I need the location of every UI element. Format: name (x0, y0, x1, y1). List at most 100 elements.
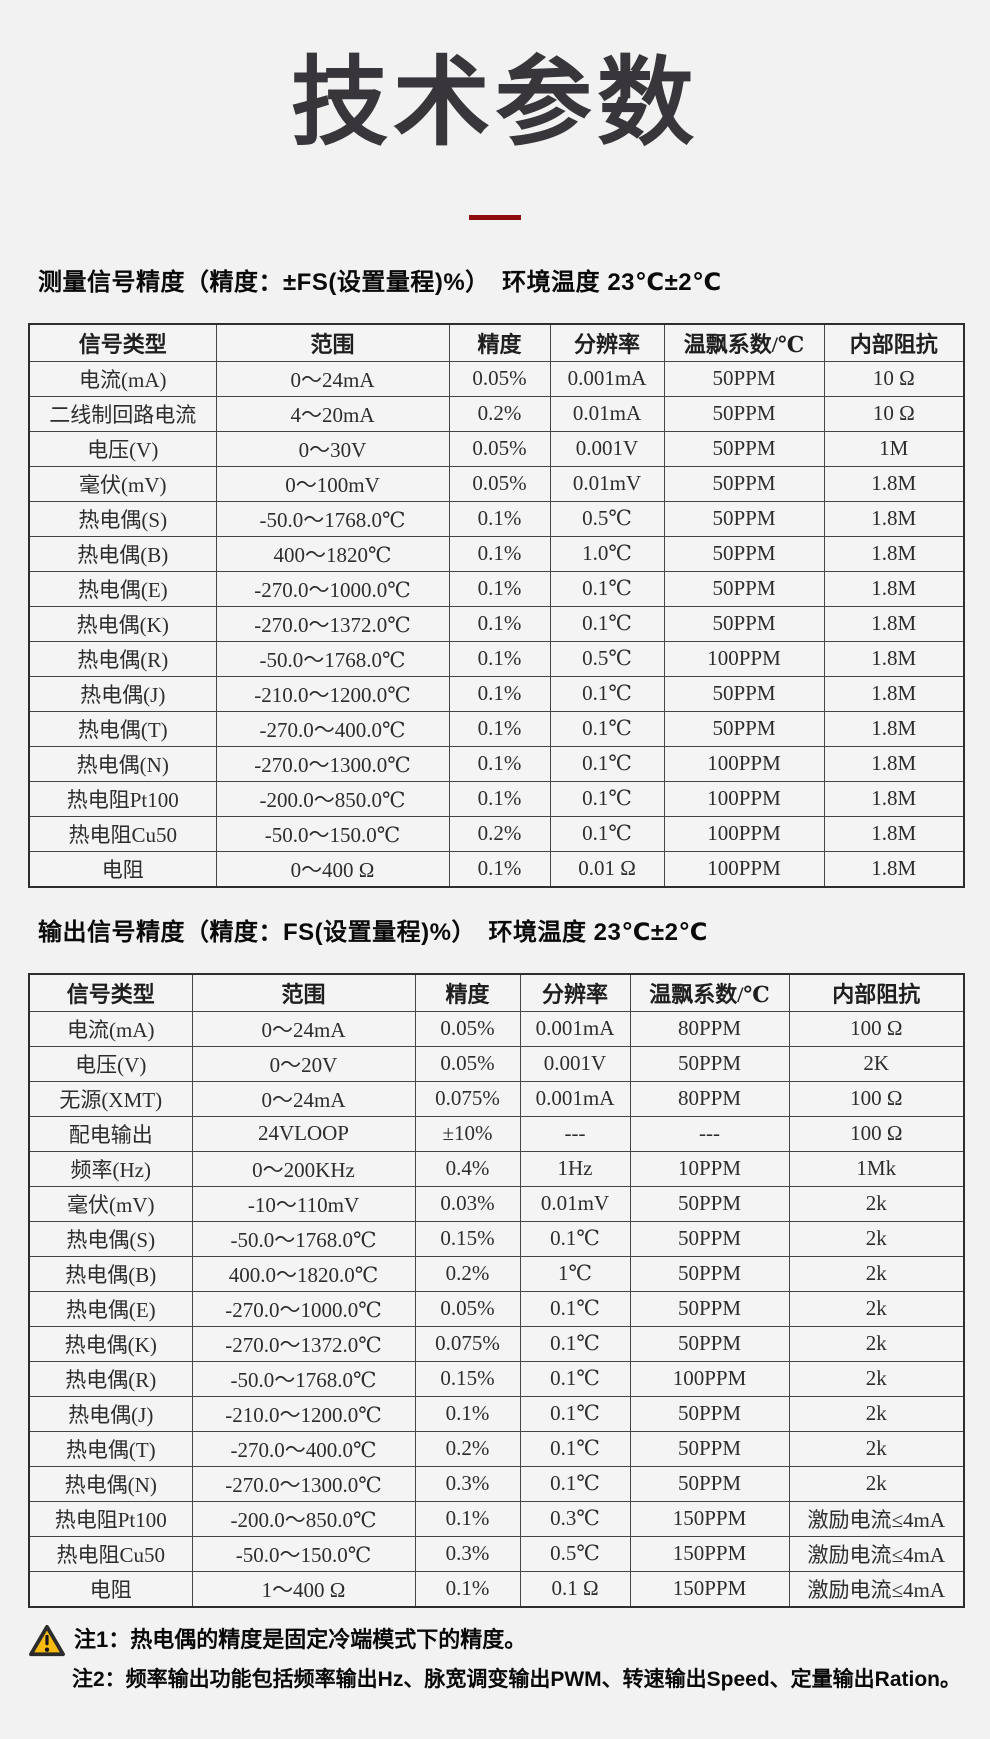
table-cell: 100PPM (663, 745, 825, 782)
table-row: 热电阻Pt100 -200.0～850.0℃ 0.1% 0.3℃ 150PPM 激励电流≤… (28, 1500, 965, 1537)
table-cell: 1.8M (823, 570, 965, 607)
table-cell: 2k (788, 1290, 965, 1327)
table-cell: 电阻 (28, 850, 217, 888)
table-cell: 热电阻Cu50 (28, 815, 217, 852)
table-cell: 50PPM (629, 1325, 790, 1362)
table-cell: 50PPM (629, 1430, 790, 1467)
table-cell: -270.0～1300.0℃ (215, 745, 450, 782)
table-cell: 400～1820℃ (215, 535, 450, 572)
measurement-section-heading: 测量信号精度（精度：±FS(设置量程)%） 环境温度 23℃±2℃ (38, 268, 722, 296)
table-row: 热电偶(T) -270.0～400.0℃ 0.2% 0.1℃ 50PPM 2k (28, 1430, 965, 1467)
column-header: 分辨率 (549, 323, 665, 362)
table-cell: 1M (823, 430, 965, 467)
table-cell: -270.0～1372.0℃ (191, 1325, 416, 1362)
table-cell: 0.1% (414, 1570, 521, 1608)
table-cell: -200.0～850.0℃ (191, 1500, 416, 1537)
table-cell: 热电偶(E) (28, 570, 217, 607)
table-row: 热电阻Pt100 -200.0～850.0℃ 0.1% 0.1℃ 100PPM 1.8M (28, 780, 965, 817)
table-cell: 1℃ (519, 1255, 631, 1292)
table-cell: 24VLOOP (191, 1115, 416, 1152)
table-cell: 2k (788, 1430, 965, 1467)
table-cell: 热电偶(K) (28, 1325, 193, 1362)
table-cell: 0.1℃ (519, 1395, 631, 1432)
table-cell: 0～24mA (191, 1010, 416, 1047)
table-cell: 热电阻Pt100 (28, 780, 217, 817)
table-cell: 150PPM (629, 1500, 790, 1537)
table-row: 热电阻Cu50 -50.0～150.0℃ 0.2% 0.1℃ 100PPM 1.8M (28, 815, 965, 852)
table-cell: 0～400 Ω (215, 850, 450, 888)
table-cell: 0～200KHz (191, 1150, 416, 1187)
table-cell: 0.2% (414, 1255, 521, 1292)
table-cell: 2k (788, 1465, 965, 1502)
table-cell: 热电偶(T) (28, 710, 217, 747)
table-cell: -200.0～850.0℃ (215, 780, 450, 817)
table-cell: 400.0～1820.0℃ (191, 1255, 416, 1292)
table-cell: 1.8M (823, 675, 965, 712)
table-cell: 1～400 Ω (191, 1570, 416, 1608)
table-cell: 50PPM (629, 1220, 790, 1257)
table-cell: 50PPM (663, 430, 825, 467)
table-cell: 1.8M (823, 815, 965, 852)
table-cell: 激励电流≤4mA (788, 1535, 965, 1572)
table-cell: 0.5℃ (549, 500, 665, 537)
column-header: 范围 (215, 323, 450, 362)
table-row: 频率(Hz) 0～200KHz 0.4% 1Hz 10PPM 1Mk (28, 1150, 965, 1187)
table-cell: 0.001V (519, 1045, 631, 1082)
table-cell: -270.0～400.0℃ (191, 1430, 416, 1467)
table-cell: -50.0～1768.0℃ (215, 500, 450, 537)
table-cell: 50PPM (629, 1290, 790, 1327)
table-cell: 0.1℃ (519, 1290, 631, 1327)
table-cell: 100PPM (663, 815, 825, 852)
table-cell: 1.8M (823, 780, 965, 817)
table-cell: 0.01mV (549, 465, 665, 502)
table-row: 配电输出 24VLOOP ±10% --- --- 100 Ω (28, 1115, 965, 1152)
table-row: 热电偶(S) -50.0～1768.0℃ 0.15% 0.1℃ 50PPM 2k (28, 1220, 965, 1257)
table-cell: 频率(Hz) (28, 1150, 193, 1187)
table-cell: 50PPM (663, 710, 825, 747)
table-cell: --- (519, 1115, 631, 1152)
table-cell: 50PPM (663, 500, 825, 537)
column-header: 精度 (414, 973, 521, 1012)
table-cell: 0.05% (448, 360, 551, 397)
column-header: 精度 (448, 323, 551, 362)
table-row: 热电阻Cu50 -50.0～150.0℃ 0.3% 0.5℃ 150PPM 激励电流≤4m… (28, 1535, 965, 1572)
table-cell: 1.8M (823, 605, 965, 642)
table-cell: 100PPM (629, 1360, 790, 1397)
table-cell: 0.1% (448, 850, 551, 888)
table-cell: 0.5℃ (519, 1535, 631, 1572)
table-cell: 热电偶(B) (28, 1255, 193, 1292)
table-cell: 50PPM (629, 1185, 790, 1222)
table-cell: 1.8M (823, 850, 965, 888)
table-cell: 100PPM (663, 780, 825, 817)
table-row: 热电偶(N) -270.0～1300.0℃ 0.3% 0.1℃ 50PPM 2k (28, 1465, 965, 1502)
table-cell: 0.1℃ (549, 815, 665, 852)
table-row: 热电偶(N) -270.0～1300.0℃ 0.1% 0.1℃ 100PPM 1.8M (28, 745, 965, 782)
table-row: 热电偶(S) -50.0～1768.0℃ 0.1% 0.5℃ 50PPM 1.8M (28, 500, 965, 537)
table-cell: 2k (788, 1325, 965, 1362)
table-cell: 毫伏(mV) (28, 465, 217, 502)
table-cell: 50PPM (629, 1465, 790, 1502)
table-cell: 0.1℃ (549, 605, 665, 642)
table-cell: 0.05% (414, 1010, 521, 1047)
column-header: 信号类型 (28, 323, 217, 362)
table-cell: 50PPM (663, 570, 825, 607)
table-cell: 1.8M (823, 640, 965, 677)
table-cell: 0.3% (414, 1535, 521, 1572)
table-cell: 热电偶(S) (28, 500, 217, 537)
table-cell: 100 Ω (788, 1010, 965, 1047)
table-cell: 1Hz (519, 1150, 631, 1187)
table-cell: 50PPM (629, 1255, 790, 1292)
table-cell: 1.8M (823, 710, 965, 747)
table-cell: 0～30V (215, 430, 450, 467)
table-cell: ±10% (414, 1115, 521, 1152)
table-cell: 0.1% (448, 535, 551, 572)
table-cell: 100 Ω (788, 1115, 965, 1152)
table-cell: 热电偶(N) (28, 1465, 193, 1502)
table-cell: 热电偶(S) (28, 1220, 193, 1257)
table-cell: 0.1% (448, 675, 551, 712)
table-cell: 0.001mA (519, 1080, 631, 1117)
table-cell: 0.1℃ (549, 745, 665, 782)
table-row: 热电偶(E) -270.0～1000.0℃ 0.05% 0.1℃ 50PPM 2k (28, 1290, 965, 1327)
table-row: 热电偶(K) -270.0～1372.0℃ 0.1% 0.1℃ 50PPM 1.8M (28, 605, 965, 642)
table-cell: -270.0～400.0℃ (215, 710, 450, 747)
